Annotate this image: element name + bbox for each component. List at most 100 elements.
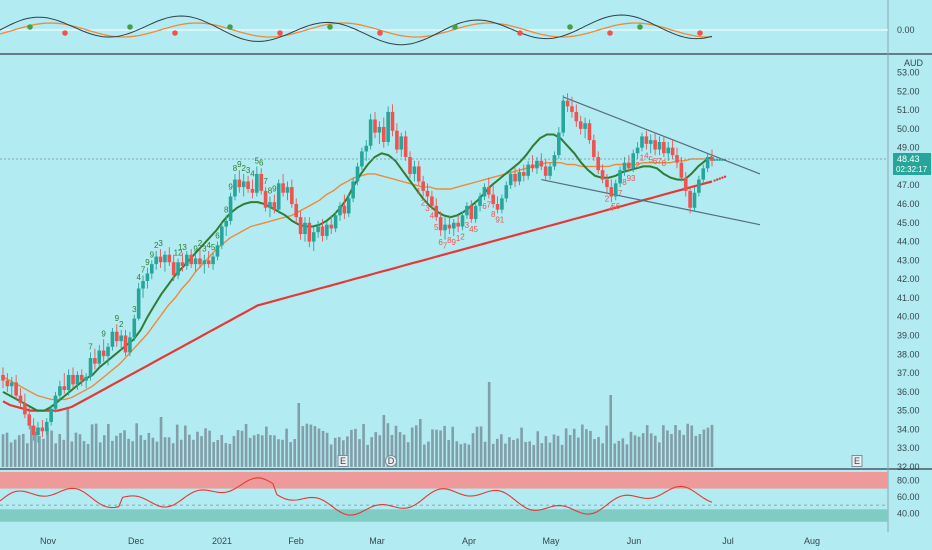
trendlines[interactable] <box>541 96 761 226</box>
candle-body <box>596 157 601 171</box>
sequence-label-red: 7 <box>657 157 662 166</box>
sequence-label-red: 8 <box>447 236 452 245</box>
candle-body <box>250 188 255 193</box>
sequence-label-red: 3 <box>465 221 470 230</box>
candle-body <box>189 254 193 265</box>
volume-bar <box>131 441 134 467</box>
candle-body <box>578 121 583 129</box>
volume-bar <box>285 428 288 467</box>
volume-bar <box>597 437 600 467</box>
volume-bar <box>382 415 386 467</box>
volume-bar <box>386 423 390 467</box>
osc-cross-dot <box>277 30 283 36</box>
candle-body <box>390 111 395 131</box>
price-tick: 45.00 <box>897 218 920 228</box>
sequence-label-green: 2 <box>198 239 203 248</box>
candle-body <box>592 140 596 158</box>
volume-bar <box>439 430 442 467</box>
volume-bar <box>698 434 702 467</box>
volume-bar <box>115 435 118 467</box>
candle-body <box>670 147 675 156</box>
candle-body <box>434 205 439 218</box>
volume-bar <box>552 434 556 467</box>
sequence-label-green: 4 <box>136 273 141 282</box>
sequence-label-green: 2 <box>241 164 246 173</box>
candle-body <box>224 220 229 227</box>
volume-bar <box>459 444 463 467</box>
volume-bar <box>309 424 313 467</box>
time-axis[interactable] <box>0 532 932 550</box>
candle-body <box>123 335 128 353</box>
volume-bar <box>313 426 317 467</box>
oscillator-pane <box>0 0 888 53</box>
volume-bar <box>605 425 608 467</box>
volume-bar <box>248 437 252 467</box>
price-axis[interactable] <box>888 0 932 532</box>
volume-bar <box>378 435 382 467</box>
volume-bar <box>123 430 126 467</box>
candle-body <box>469 205 474 220</box>
sequence-label-red: 4 <box>644 152 649 161</box>
osc-cross-dot <box>377 30 383 36</box>
currency-label: AUD <box>904 58 924 68</box>
volume-bar <box>394 425 398 467</box>
event-marker[interactable]: E <box>851 455 863 467</box>
event-marker[interactable]: D <box>385 455 397 467</box>
volume-bar <box>402 434 406 467</box>
volume-bar <box>443 425 446 467</box>
volume-bar <box>5 432 9 467</box>
volume-bar <box>107 423 110 467</box>
volume-bar <box>666 430 669 467</box>
candle-body <box>233 179 237 197</box>
candle-body <box>386 111 390 143</box>
price-tick: 44.00 <box>897 237 920 247</box>
volume-bar <box>42 438 45 467</box>
price-tick: 38.00 <box>897 349 920 359</box>
volume-bar <box>585 429 588 467</box>
volume-bar <box>265 426 268 467</box>
volume-bar <box>366 444 369 467</box>
candle-body <box>486 187 491 195</box>
volume-bar <box>244 423 248 467</box>
candle-body <box>294 204 299 218</box>
volume-bar <box>678 430 681 467</box>
volume-bar <box>398 432 402 467</box>
trendline-lower[interactable] <box>541 178 761 226</box>
sequence-label-green: 9 <box>115 314 120 323</box>
time-tick: Aug <box>804 536 820 546</box>
volume-bar <box>171 443 175 467</box>
volume-bar <box>528 441 531 467</box>
volume-bar <box>629 431 633 467</box>
candle-body <box>180 262 185 266</box>
trendline-upper[interactable] <box>562 96 761 175</box>
candle-body <box>71 374 75 385</box>
candle-body <box>574 111 579 122</box>
candle-body <box>416 166 421 182</box>
sequence-label-red: 1 <box>456 234 461 243</box>
volume-bar <box>686 423 689 467</box>
price-tick: 36.00 <box>897 387 920 397</box>
volume-bar <box>26 443 29 467</box>
price-tick: 43.00 <box>897 255 920 265</box>
candle-body <box>548 166 552 176</box>
candle-body <box>167 254 172 263</box>
volume-bar <box>147 432 151 467</box>
candle-body <box>132 318 137 338</box>
volume-bar <box>374 432 378 467</box>
volume-bar <box>641 433 645 467</box>
sequence-label-red: 8 <box>662 159 667 168</box>
candle-body <box>425 190 430 197</box>
ema-slow-line <box>2 180 713 412</box>
candle-body <box>171 262 176 276</box>
candle-body <box>543 166 548 176</box>
candle-body <box>285 187 290 193</box>
candle-body <box>456 222 460 227</box>
sequence-label-green: 4 <box>206 241 211 250</box>
volume-bar <box>293 439 297 467</box>
candle-body <box>517 172 522 182</box>
volume-bar <box>204 428 207 467</box>
volume-bar <box>471 433 475 467</box>
event-marker[interactable]: E <box>337 455 349 467</box>
volume-bar <box>556 435 560 467</box>
